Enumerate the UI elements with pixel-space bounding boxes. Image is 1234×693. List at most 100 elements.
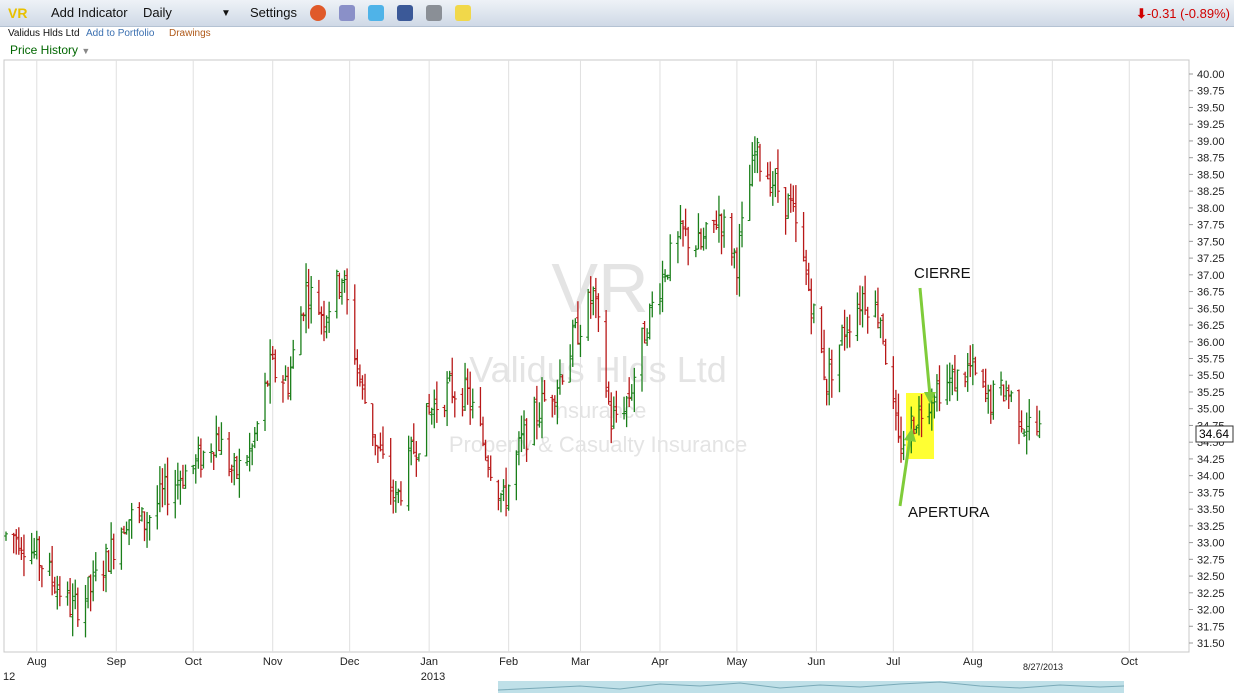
price-bar <box>55 575 60 610</box>
y-tick-label: 38.50 <box>1197 169 1225 181</box>
price-bar <box>981 368 986 388</box>
price-bar <box>883 338 888 365</box>
price-bar <box>1016 389 1021 445</box>
y-tick-label: 36.25 <box>1197 320 1225 332</box>
price-bar <box>391 479 396 514</box>
price-bar <box>755 137 760 174</box>
price-bar <box>427 393 432 415</box>
price-bar <box>899 416 904 463</box>
price-bar <box>393 481 398 513</box>
y-tick-label: 39.00 <box>1197 136 1225 148</box>
price-bar <box>793 185 798 243</box>
price-bar <box>973 356 978 376</box>
price-bar <box>983 368 988 403</box>
price-bar <box>57 576 62 607</box>
price-bars <box>4 136 1042 638</box>
add-to-portfolio-link[interactable]: Add to Portfolio <box>86 28 155 39</box>
price-bar <box>791 185 796 212</box>
price-bar <box>891 356 896 410</box>
price-bar <box>304 263 309 334</box>
y-tick-label: 35.50 <box>1197 370 1225 382</box>
x-tick-label: Apr <box>651 656 668 668</box>
database-icon[interactable] <box>339 5 355 21</box>
price-bar <box>396 488 401 504</box>
y-tick-label: 32.50 <box>1197 571 1225 583</box>
price-bar <box>398 481 403 506</box>
price-bar <box>573 318 578 329</box>
y-tick-label: 36.50 <box>1197 303 1225 315</box>
navigator-bar[interactable] <box>498 681 1124 693</box>
price-bar <box>757 143 762 182</box>
last-price-box: 34.64 <box>1195 425 1234 443</box>
price-bar <box>429 407 434 425</box>
price-bar <box>39 565 44 588</box>
price-bar <box>878 317 883 339</box>
alarm-clock-icon[interactable] <box>310 5 326 21</box>
ticker-symbol[interactable]: VR <box>8 5 28 21</box>
price-bar <box>737 223 742 297</box>
price-bar <box>750 142 755 187</box>
price-bar <box>911 416 916 435</box>
settings-button[interactable]: Settings <box>250 5 297 20</box>
price-bar <box>532 396 537 446</box>
price-bar <box>301 312 306 322</box>
price-bar <box>306 268 311 329</box>
price-bar <box>209 443 214 463</box>
price-bar <box>234 455 239 479</box>
price-bar <box>642 321 647 344</box>
chevron-down-icon[interactable]: ▼ <box>221 8 231 19</box>
y-tick-label: 36.00 <box>1197 337 1225 349</box>
price-bar <box>901 430 906 461</box>
price-bar <box>550 394 555 418</box>
x-tick-label: Jul <box>886 656 900 668</box>
price-bar <box>1034 405 1039 436</box>
price-bar <box>501 479 506 502</box>
price-bar <box>991 380 996 420</box>
price-bar <box>465 368 470 405</box>
price-bar <box>678 205 683 240</box>
price-bar <box>298 306 303 356</box>
price-bar <box>970 344 975 386</box>
price-bar <box>91 560 96 602</box>
open-annotation: APERTURA <box>908 504 989 521</box>
x-tick-label: Aug <box>27 656 47 668</box>
price-history-menu[interactable]: Price History ▼ <box>10 43 90 57</box>
price-bar <box>947 362 952 402</box>
twitter-icon[interactable] <box>368 5 384 21</box>
price-bar <box>696 213 701 250</box>
y-tick-label: 31.75 <box>1197 621 1225 633</box>
price-bar <box>360 375 365 400</box>
price-bar <box>524 418 529 462</box>
price-bar <box>406 435 411 511</box>
price-bar <box>334 269 339 319</box>
period-select[interactable]: Daily <box>143 5 172 20</box>
price-bar <box>663 269 668 283</box>
price-bar <box>765 162 770 180</box>
price-bar <box>627 377 632 408</box>
price-bar <box>740 201 745 248</box>
price-bar <box>101 560 106 592</box>
price-bar <box>650 291 655 318</box>
x-tick-label: Mar <box>571 656 590 668</box>
facebook-icon[interactable] <box>397 5 413 21</box>
binoculars-icon[interactable] <box>426 5 442 21</box>
price-bar <box>714 210 719 230</box>
x-tick-label: Jan <box>420 656 438 668</box>
price-bar <box>380 426 385 459</box>
price-bar <box>811 303 816 324</box>
price-bar <box>591 286 596 316</box>
y-tick-label: 35.00 <box>1197 404 1225 416</box>
price-bar <box>560 374 565 385</box>
notes-icon[interactable] <box>455 5 471 21</box>
price-bar <box>952 354 957 392</box>
y-tick-label: 35.75 <box>1197 354 1225 366</box>
price-bar <box>11 532 16 554</box>
price-bar <box>447 370 452 382</box>
x-axis: Aug Sep Oct Nov Dec Jan Feb Mar Apr May Jun Jul Aug O… <box>3 656 1138 683</box>
add-indicator-button[interactable]: Add Indicator <box>51 5 128 20</box>
price-bar <box>37 536 42 581</box>
price-bar <box>355 349 360 387</box>
drawings-link[interactable]: Drawings <box>169 28 211 39</box>
price-bar <box>963 371 968 388</box>
price-bar <box>414 441 419 477</box>
